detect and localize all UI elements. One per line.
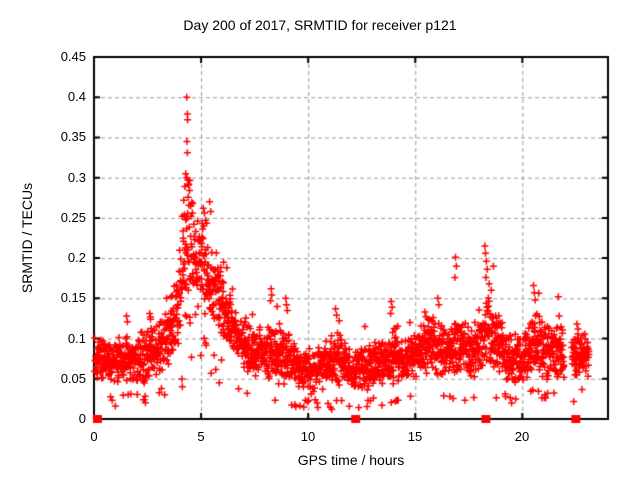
y-tick-label: 0.2 bbox=[67, 250, 86, 265]
y-tick-label: 0.25 bbox=[60, 210, 86, 225]
x-tick-label: 15 bbox=[407, 429, 423, 444]
y-tick-label: 0.1 bbox=[67, 331, 86, 346]
x-tick-label: 10 bbox=[300, 429, 316, 444]
y-tick-label: 0.4 bbox=[67, 89, 86, 104]
y-axis-label: SRMTID / TECUs bbox=[19, 182, 35, 294]
x-tick-label: 20 bbox=[514, 429, 530, 444]
x-tick-label: 5 bbox=[197, 429, 205, 444]
y-tick-label: 0.35 bbox=[60, 129, 86, 144]
y-tick-label: 0.05 bbox=[60, 371, 86, 386]
y-tick-label: 0.15 bbox=[60, 290, 86, 305]
y-tick-label: 0 bbox=[78, 411, 86, 426]
x-tick-label: 0 bbox=[90, 429, 98, 444]
y-tick-label: 0.45 bbox=[60, 49, 86, 64]
chart-title: Day 200 of 2017, SRMTID for receiver p12… bbox=[183, 17, 457, 33]
y-tick-label: 0.3 bbox=[67, 170, 86, 185]
x-axis-label: GPS time / hours bbox=[297, 452, 405, 468]
